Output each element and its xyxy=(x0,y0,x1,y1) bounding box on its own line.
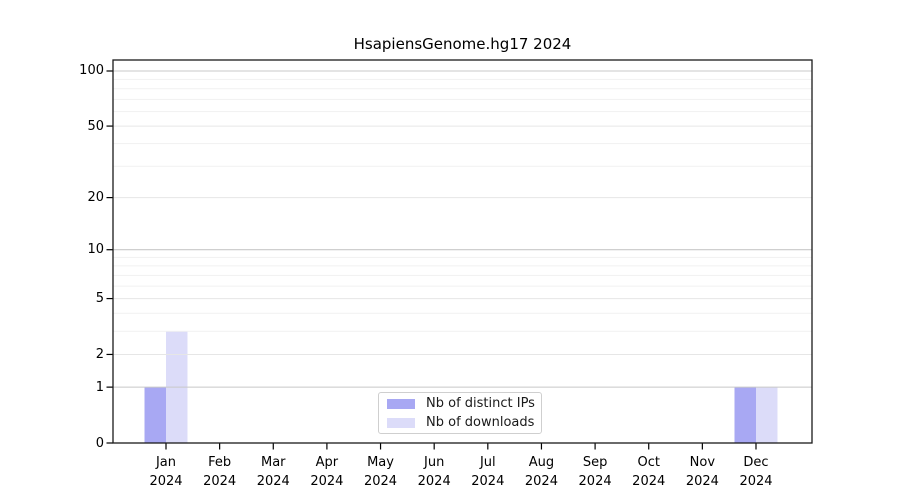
x-tick-label-feb: Feb 2024 xyxy=(203,455,237,489)
y-tick-label-10: 10 xyxy=(87,242,104,258)
y-tick-label-20: 20 xyxy=(87,190,104,206)
chart-title: HsapiensGenome.hg17 2024 xyxy=(353,35,572,53)
legend-label-distinct-ips: Nb of distinct IPs xyxy=(426,396,535,411)
legend-item-downloads: Nb of downloads xyxy=(387,415,535,430)
x-tick-label-aug: Aug 2024 xyxy=(524,455,558,489)
legend: Nb of distinct IPs Nb of downloads xyxy=(378,392,542,434)
x-tick-label-mar: Mar 2024 xyxy=(256,455,290,489)
y-tick-label-2: 2 xyxy=(95,346,104,362)
y-tick-label-100: 100 xyxy=(79,63,104,79)
x-tick-label-may: May 2024 xyxy=(363,455,398,489)
x-tick-label-jul: Jul 2024 xyxy=(471,455,505,489)
x-tick-label-sep: Sep 2024 xyxy=(578,455,612,489)
y-tick-label-0: 0 xyxy=(95,435,104,451)
y-tick-label-1: 1 xyxy=(95,379,104,395)
x-tick-label-nov: Nov 2024 xyxy=(685,455,719,489)
bar-distinct-ips-jan xyxy=(144,387,166,443)
y-tick-label-50: 50 xyxy=(87,118,104,134)
x-tick-label-apr: Apr 2024 xyxy=(310,455,344,489)
x-tick-label-oct: Oct 2024 xyxy=(632,455,666,489)
plot-frame xyxy=(112,59,813,444)
x-tick-label-dec: Dec 2024 xyxy=(739,455,773,489)
legend-swatch-distinct-ips-icon xyxy=(387,398,415,409)
legend-swatch-downloads-icon xyxy=(387,417,415,428)
legend-label-downloads: Nb of downloads xyxy=(426,415,535,430)
x-tick-label-jun: Jun 2024 xyxy=(417,455,451,489)
bar-distinct-ips-dec xyxy=(734,387,756,443)
bar-downloads-dec xyxy=(755,387,778,443)
y-tick-label-5: 5 xyxy=(95,291,104,307)
x-tick-label-jan: Jan 2024 xyxy=(149,455,183,489)
legend-item-distinct-ips: Nb of distinct IPs xyxy=(387,396,535,411)
